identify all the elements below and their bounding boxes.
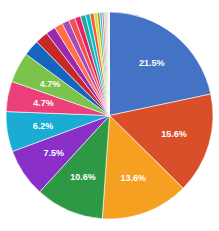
slice	[100, 12, 110, 115]
data-labels: 21.5% 15.6% 13.6% 10.6% 7.5% 6.2% 4.7% 4.7%	[33, 58, 187, 183]
slice	[108, 12, 110, 115]
data-label: 6.2%	[33, 121, 54, 131]
data-label: 21.5%	[139, 58, 165, 68]
data-label: 10.6%	[70, 172, 96, 182]
pie: 21.5% 15.6% 13.6% 10.6% 7.5% 6.2% 4.7% 4.7%	[6, 12, 213, 219]
slice	[94, 13, 110, 116]
data-label: 15.6%	[161, 129, 187, 139]
chart: 21.5% 15.6% 13.6% 10.6% 7.5% 6.2% 4.7% 4.7%	[0, 0, 219, 231]
slices	[6, 12, 213, 219]
slice	[6, 112, 109, 152]
data-label: 4.7%	[40, 79, 61, 89]
slice	[102, 12, 110, 115]
slice	[104, 12, 110, 115]
data-label: 4.7%	[33, 98, 54, 108]
slice	[107, 12, 110, 115]
data-label: 7.5%	[43, 148, 64, 158]
slice	[108, 12, 110, 115]
slice	[109, 12, 110, 116]
data-label: 13.6%	[120, 173, 146, 183]
slice	[106, 12, 110, 115]
slice	[97, 12, 109, 115]
